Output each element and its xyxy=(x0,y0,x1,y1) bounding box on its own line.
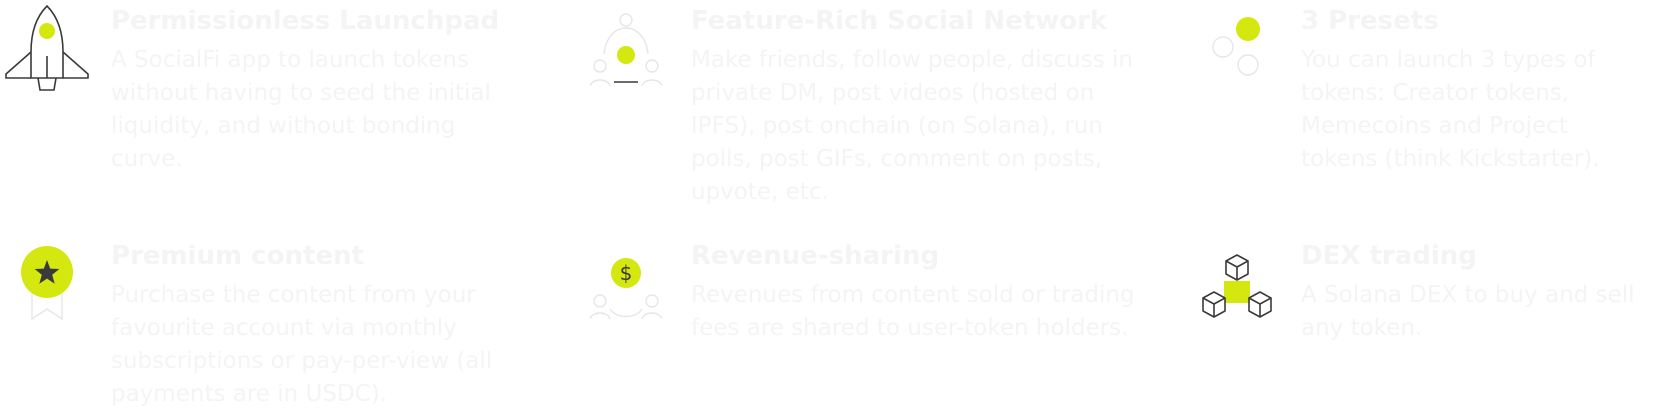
feature-dex-trading: DEX trading A Solana DEX to buy and sell… xyxy=(1200,235,1665,411)
feature-title: Feature-Rich Social Network xyxy=(691,6,1108,36)
feature-title: 3 Presets xyxy=(1301,6,1439,36)
feature-description: You can launch 3 types of tokens: Creato… xyxy=(1301,47,1600,172)
presets-icon xyxy=(1210,16,1274,80)
feature-launchpad: Permissionless Launchpad A SocialFi app … xyxy=(0,0,540,200)
feature-title: DEX trading xyxy=(1301,241,1477,271)
premium-star-icon xyxy=(20,245,74,321)
feature-premium-content: Premium content Purchase the content fro… xyxy=(0,235,540,411)
feature-title: Revenue-sharing xyxy=(691,241,940,271)
feature-description: Make friends, follow people, discuss in … xyxy=(691,47,1133,205)
revenue-sharing-icon: $ xyxy=(590,257,662,321)
feature-title: Premium content xyxy=(111,241,364,271)
feature-description: A SocialFi app to launch tokens without … xyxy=(111,47,491,172)
feature-description: A Solana DEX to buy and sell any token. xyxy=(1301,282,1635,341)
svg-text:$: $ xyxy=(620,261,633,285)
feature-title: Permissionless Launchpad xyxy=(111,6,500,36)
social-network-icon xyxy=(590,10,662,88)
dex-cubes-icon xyxy=(1200,253,1274,321)
feature-revenue-sharing: $ Revenue-sharing Revenues from content … xyxy=(580,235,1140,411)
feature-description: Purchase the content from your favourite… xyxy=(111,282,493,407)
rocket-icon xyxy=(2,4,92,92)
feature-social-network: Feature-Rich Social Network Make friends… xyxy=(580,0,1140,210)
feature-presets: 3 Presets You can launch 3 types of toke… xyxy=(1200,0,1665,200)
feature-description: Revenues from content sold or trading fe… xyxy=(691,282,1135,341)
